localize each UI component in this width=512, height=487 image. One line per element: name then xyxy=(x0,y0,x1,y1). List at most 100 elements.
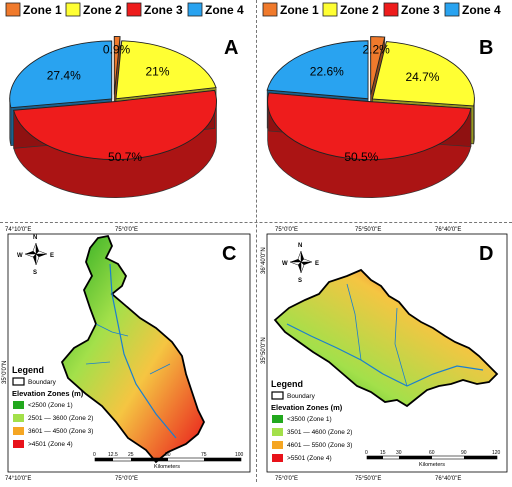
panel-letter-d: D xyxy=(479,243,493,265)
panel-a: Zone 1 Zone 2 Zone 3 Zone 4 0.9% 21% 50.7%… xyxy=(0,0,255,221)
compass-e: E xyxy=(50,253,54,259)
legend-item-zone3: 4601 — 5500 (Zone 3) xyxy=(287,442,352,449)
legend-label-zone1: Zone 1 xyxy=(23,3,62,17)
watershed-d xyxy=(273,268,499,408)
legend-swatch-zone1 xyxy=(272,415,283,423)
legend-swatch-zone1 xyxy=(5,2,21,17)
compass-rose-icon xyxy=(289,250,313,274)
legend-label-zone3: Zone 3 xyxy=(144,3,183,17)
legend-item-zone2: 2501 — 3600 (Zone 2) xyxy=(28,415,93,422)
pie-label-zone-4: 27.4% xyxy=(47,68,81,82)
map-d-legend: Legend Boundary Elevation Zones (m) <350… xyxy=(271,379,352,462)
map-d-left-tick-1: 36°40'0"N xyxy=(261,247,267,274)
map-d: 75°0'0"E 75°50'0"E 76°40'0"E 36°40'0"N 3… xyxy=(261,227,508,482)
pie-slice-zone-3 xyxy=(267,92,472,161)
legend-item-zone4: >5501 (Zone 4) xyxy=(287,455,332,462)
legend-swatch-zone4 xyxy=(187,2,203,17)
panel-letter-b: B xyxy=(479,37,493,59)
tributaries-d xyxy=(346,283,408,387)
compass-e: E xyxy=(315,261,319,267)
scale-tick: 60 xyxy=(429,450,435,456)
legend-swatch-zone3 xyxy=(383,2,399,17)
pie-label-zone-3: 50.5% xyxy=(344,150,378,164)
legend-swatch-zone2 xyxy=(65,2,81,17)
scale-tick: 0 xyxy=(365,450,368,456)
map-c-top-tick-1: 74°10'0"E xyxy=(5,227,31,233)
legend-a: Zone 1 Zone 2 Zone 3 Zone 4 xyxy=(5,2,244,17)
legend-boundary: Boundary xyxy=(28,379,57,386)
pie-slice-zone-4 xyxy=(9,40,113,109)
compass-n: N xyxy=(298,243,302,249)
compass-rose-icon xyxy=(24,242,48,266)
compass-n: N xyxy=(33,235,37,241)
map-d-left-tick-2: 35°50'0"N xyxy=(261,337,267,364)
scale-bar-c: 0 12.5 25 50 75 100 Kilometers xyxy=(93,452,244,470)
map-d-bottom-tick-3: 76°40'0"E xyxy=(435,476,461,482)
tributaries-c xyxy=(85,323,171,375)
map-d-top-tick-2: 75°50'0"E xyxy=(355,227,381,233)
scale-tick: 12.5 xyxy=(108,452,118,458)
compass-s: S xyxy=(298,278,302,284)
scale-tick: 0 xyxy=(93,452,96,458)
pie-slice-zone-2 xyxy=(371,41,475,107)
legend-boundary: Boundary xyxy=(287,393,316,400)
pie-label-zone-1: 2.2% xyxy=(363,42,391,56)
pie-label-zone-4: 22.6% xyxy=(310,64,344,78)
legend-swatch-zone2 xyxy=(13,414,24,422)
pie-slice-zone-4 xyxy=(266,40,369,100)
pie-slice-zone-2 xyxy=(115,40,217,100)
pie-label-zone-1: 0.9% xyxy=(103,42,131,56)
legend-label-zone3: Zone 3 xyxy=(401,3,440,17)
map-c-legend: Legend Boundary Elevation Zones (m) <250… xyxy=(12,365,93,448)
panel-c: 74°10'0"E 75°0'0"E 35°0'0"N N S E W C Le… xyxy=(0,224,255,482)
scale-tick: 100 xyxy=(235,452,244,458)
scale-unit: Kilometers xyxy=(154,464,180,470)
legend-swatch-zone2 xyxy=(322,2,338,17)
legend-item-zone2: 3501 — 4600 (Zone 2) xyxy=(287,429,352,436)
legend-label-zone2: Zone 2 xyxy=(340,3,379,17)
panel-letter-a: A xyxy=(224,37,238,59)
river-c xyxy=(109,263,177,439)
scale-tick: 75 xyxy=(201,452,207,458)
compass-w: W xyxy=(282,261,288,267)
legend-item-zone1: <3500 (Zone 1) xyxy=(287,416,332,423)
legend-item-zone3: 3601 — 4500 (Zone 3) xyxy=(28,428,93,435)
legend-swatch-zone3 xyxy=(13,427,24,435)
legend-item-zone1: <2500 (Zone 1) xyxy=(28,402,73,409)
legend-swatch-zone3 xyxy=(126,2,142,17)
pie-chart-b: Zone 1 Zone 2 Zone 3 Zone 4 2.2% 24.7% 50.… xyxy=(262,2,501,198)
boundary-swatch xyxy=(12,377,25,386)
pie-slice-zone-1 xyxy=(370,36,386,95)
legend-swatch-zone1 xyxy=(13,401,24,409)
pie-label-zone-2: 21% xyxy=(145,65,169,79)
vertical-divider xyxy=(256,0,257,482)
legend-zones-title: Elevation Zones (m) xyxy=(271,403,343,412)
compass-w: W xyxy=(17,253,23,259)
legend-label-zone4: Zone 4 xyxy=(462,3,501,17)
legend-title: Legend xyxy=(12,365,44,375)
panel-letter-c: C xyxy=(222,243,236,265)
legend-swatch-zone3 xyxy=(272,441,283,449)
legend-label-zone2: Zone 2 xyxy=(83,3,122,17)
map-c-left-tick: 35°0'0"N xyxy=(2,361,8,384)
scale-tick: 50 xyxy=(165,452,171,458)
legend-swatch-zone4 xyxy=(13,440,24,448)
map-d-bottom-tick-1: 75°0'0"E xyxy=(275,476,298,482)
map-d-top-tick-3: 76°40'0"E xyxy=(435,227,461,233)
scale-tick: 25 xyxy=(128,452,134,458)
scale-tick: 30 xyxy=(396,450,402,456)
pie-label-zone-2: 24.7% xyxy=(405,70,439,84)
legend-zones-title: Elevation Zones (m) xyxy=(12,389,84,398)
scale-tick: 120 xyxy=(492,450,501,456)
scale-unit: Kilometers xyxy=(419,462,445,468)
pie-slice-zone-1 xyxy=(113,36,121,95)
map-d-top-tick-1: 75°0'0"E xyxy=(275,227,298,233)
legend-swatch-zone1 xyxy=(262,2,278,17)
scale-bar-d: 0 15 30 60 90 120 Kilometers xyxy=(365,450,501,468)
map-c: 74°10'0"E 75°0'0"E 35°0'0"N N S E W C Le… xyxy=(2,227,251,482)
pie-chart-a: Zone 1 Zone 2 Zone 3 Zone 4 0.9% 21% 50.7%… xyxy=(5,2,244,198)
panel-b: Zone 1 Zone 2 Zone 3 Zone 4 2.2% 24.7% 50.… xyxy=(257,0,512,221)
legend-label-zone4: Zone 4 xyxy=(205,3,244,17)
pie-slices-a: 0.9% 21% 50.7% 27.4% xyxy=(9,36,217,198)
horizontal-divider xyxy=(0,222,512,223)
